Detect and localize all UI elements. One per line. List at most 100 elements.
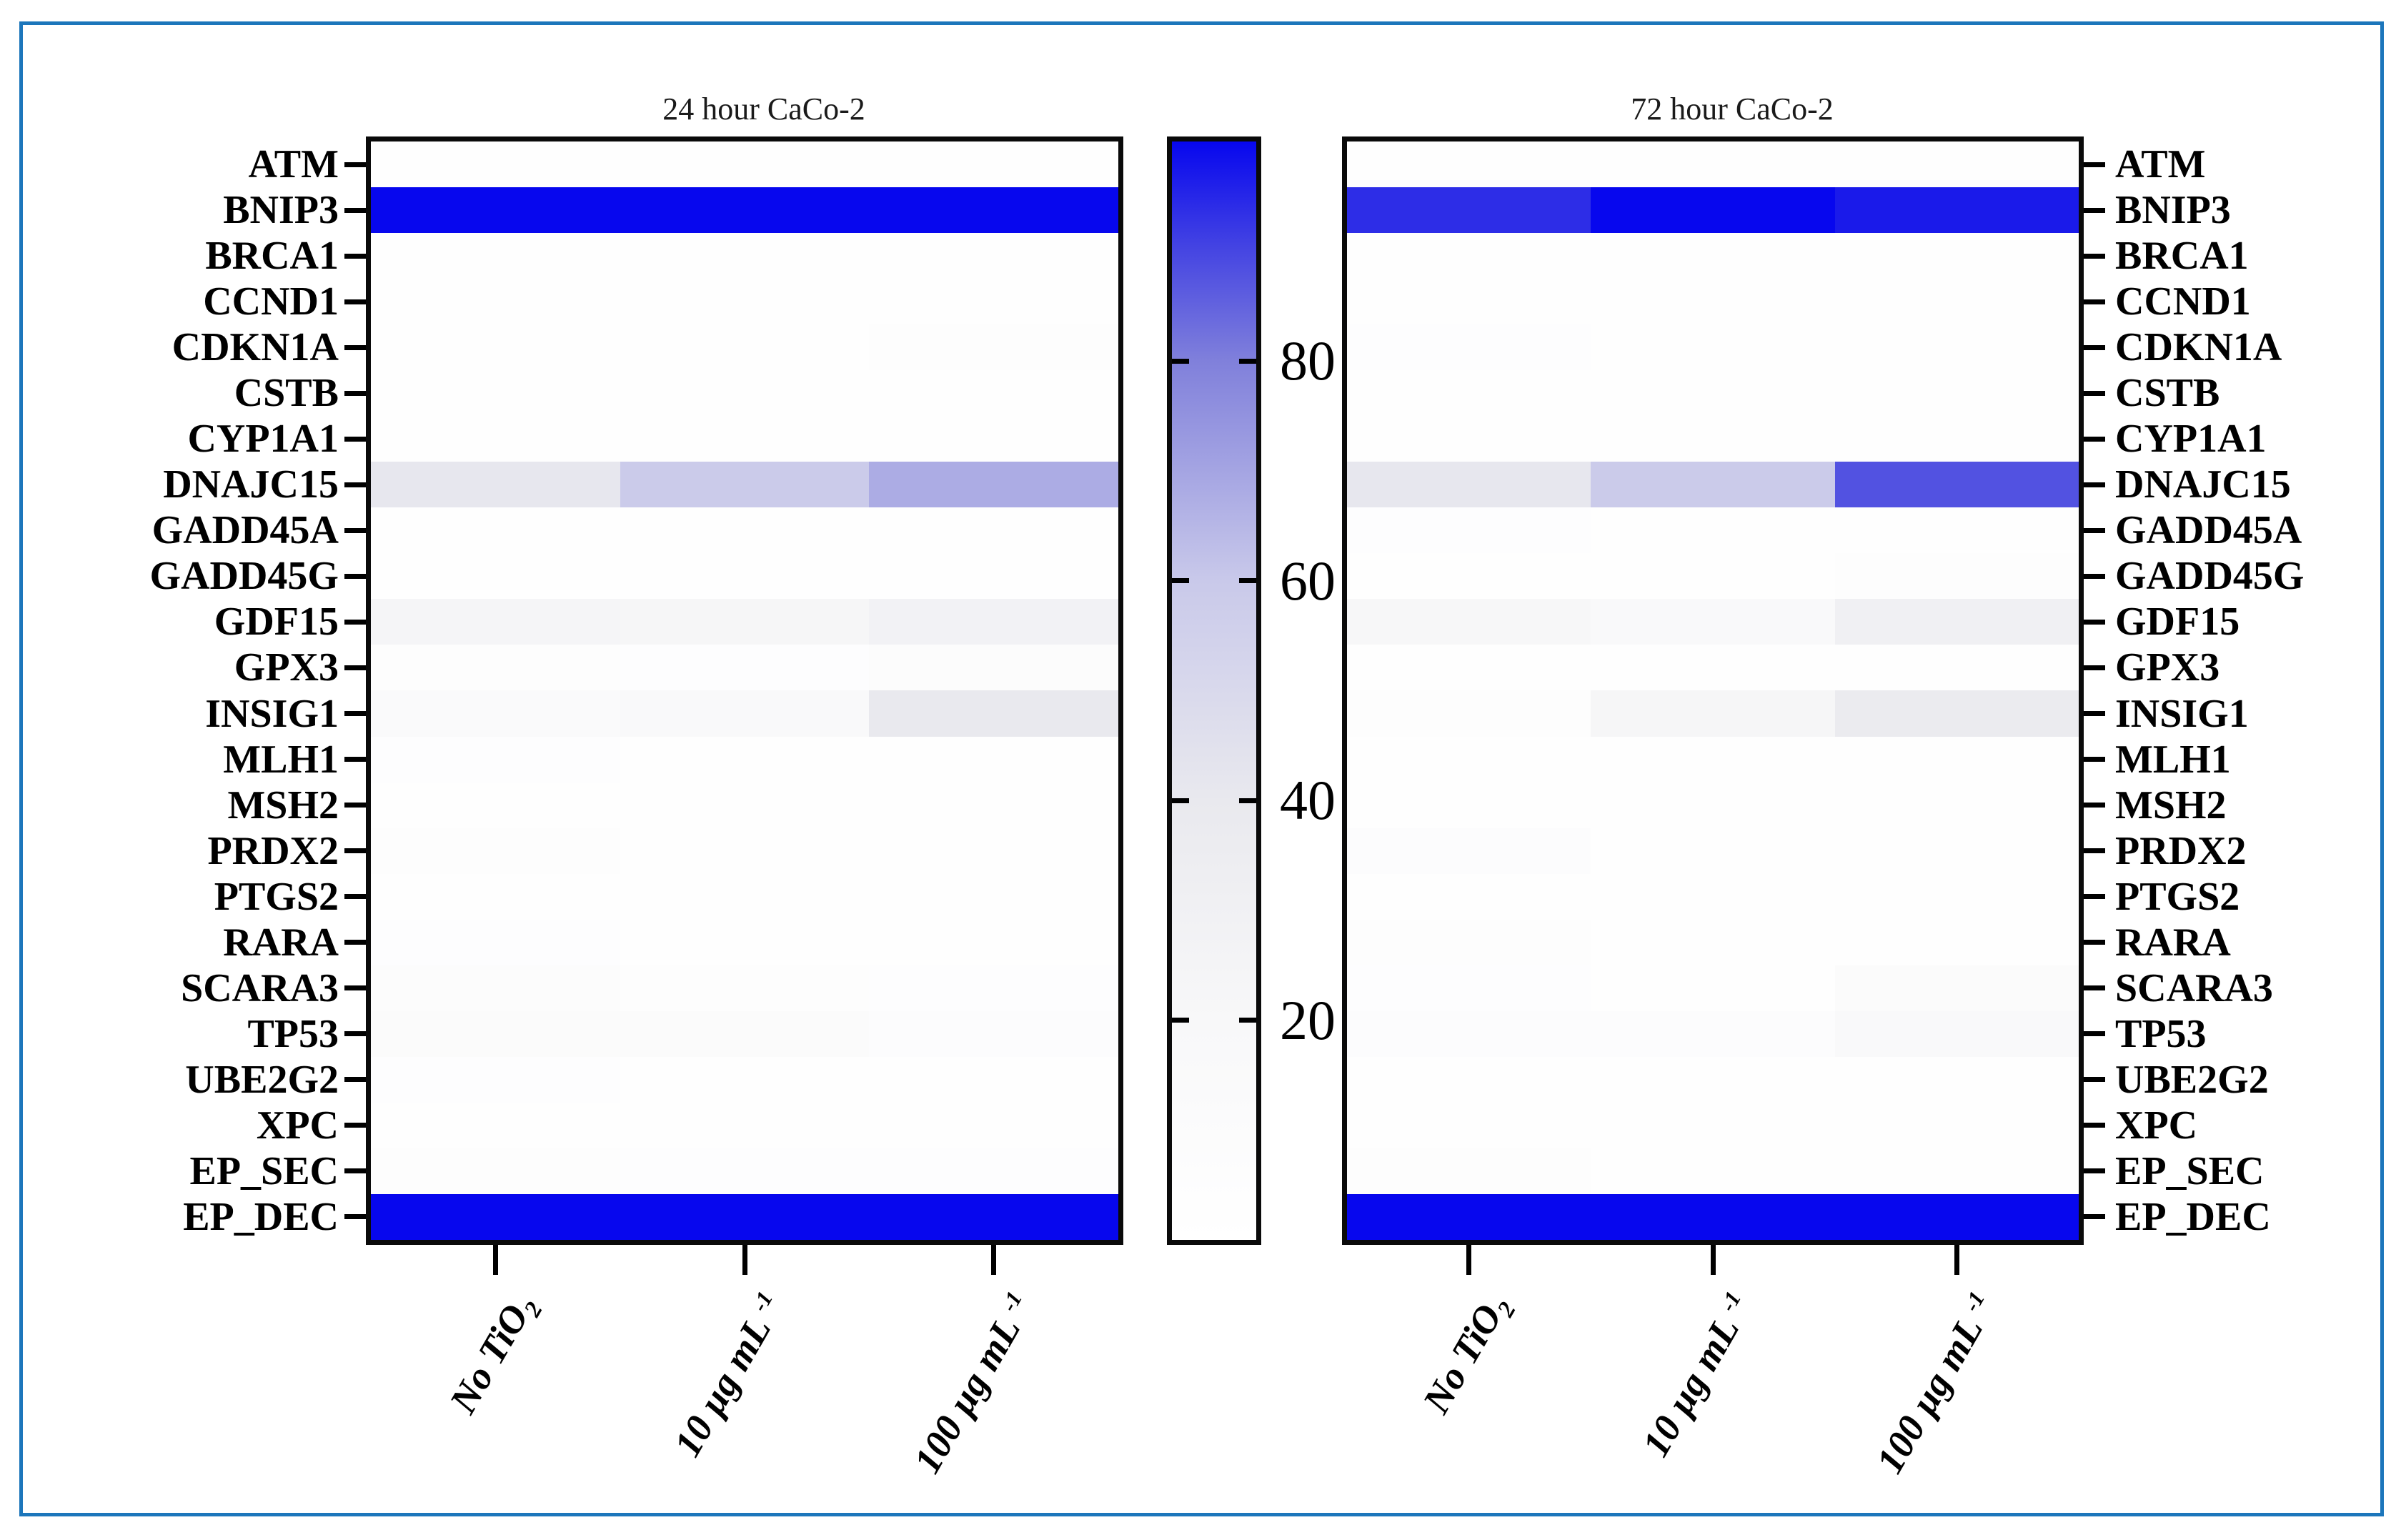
- colorbar-label-20: 20: [1280, 988, 1336, 1051]
- cell-72h-XPC-col2: [1591, 1102, 1835, 1148]
- cell-24h-GADD45G-col2: [620, 553, 870, 600]
- gene-label-72h-MSH2: MSH2: [2115, 783, 2227, 828]
- gene-label-24h-MSH2: MSH2: [227, 783, 339, 828]
- ytick-72h-RARA: [2084, 940, 2105, 945]
- cell-24h-PRDX2-col3: [869, 828, 1118, 874]
- colorbar-label-60: 60: [1280, 549, 1336, 612]
- cell-72h-XPC-col3: [1834, 1102, 2079, 1148]
- gene-label-72h-INSIG1: INSIG1: [2115, 691, 2249, 736]
- left-panel-title: 24 hour CaCo-2: [662, 91, 865, 126]
- cell-24h-PRDX2-col2: [620, 828, 870, 874]
- gene-label-72h-PTGS2: PTGS2: [2115, 874, 2240, 919]
- gene-label-24h-SCARA3: SCARA3: [181, 965, 339, 1010]
- cell-24h-XPC-col1: [371, 1102, 620, 1148]
- cell-72h-MLH1-col2: [1591, 736, 1835, 783]
- cell-24h-ATM-col2: [620, 141, 870, 188]
- gene-label-72h-XPC: XPC: [2115, 1103, 2198, 1148]
- cell-72h-CYP1A1-col3: [1834, 416, 2079, 462]
- cell-24h-SCARA3-col1: [371, 965, 620, 1011]
- cell-24h-GADD45A-col3: [869, 507, 1118, 554]
- ytick-24h-BNIP3: [344, 207, 366, 213]
- cell-24h-CDKN1A-col3: [869, 324, 1118, 371]
- gene-label-24h-XPC: XPC: [256, 1103, 339, 1148]
- cell-24h-GPX3-col3: [869, 645, 1118, 691]
- cell-24h-DNAJC15-col2: [620, 462, 870, 508]
- cell-72h-ATM-col3: [1834, 141, 2079, 188]
- cell-72h-CSTB-col3: [1834, 370, 2079, 417]
- cell-72h-BRCA1-col3: [1834, 233, 2079, 279]
- xaxis-label-24h-col1: No TiO2: [441, 1296, 548, 1421]
- cell-24h-MSH2-col2: [620, 782, 870, 828]
- cell-24h-CSTB-col1: [371, 370, 620, 417]
- cell-72h-UBE2G2-col2: [1591, 1056, 1835, 1103]
- gene-label-72h-MLH1: MLH1: [2115, 737, 2231, 782]
- right-panel-title: 72 hour CaCo-2: [1631, 91, 1834, 126]
- cell-72h-GPX3-col1: [1347, 645, 1591, 691]
- cell-72h-MSH2-col2: [1591, 782, 1835, 828]
- cell-24h-GADD45A-col2: [620, 507, 870, 554]
- ytick-24h-GADD45A: [344, 527, 366, 533]
- cell-72h-UBE2G2-col1: [1347, 1056, 1591, 1103]
- cell-72h-BRCA1-col1: [1347, 233, 1591, 279]
- cell-72h-XPC-col1: [1347, 1102, 1591, 1148]
- heatmap-72h-grid: [1347, 141, 2079, 1240]
- ytick-72h-UBE2G2: [2084, 1077, 2105, 1083]
- cell-72h-INSIG1-col1: [1347, 690, 1591, 737]
- gene-label-72h-RARA: RARA: [2115, 920, 2231, 965]
- cell-24h-CDKN1A-col2: [620, 324, 870, 371]
- ytick-24h-CSTB: [344, 390, 366, 396]
- colorbar-tick-40-right: [1239, 798, 1256, 803]
- cell-72h-GADD45G-col2: [1591, 553, 1835, 600]
- gene-label-72h-EP_DEC: EP_DEC: [2115, 1194, 2271, 1239]
- ytick-24h-RARA: [344, 940, 366, 945]
- cell-24h-MSH2-col1: [371, 782, 620, 828]
- gene-label-72h-EP_SEC: EP_SEC: [2115, 1148, 2265, 1193]
- cell-72h-PRDX2-col3: [1834, 828, 2079, 874]
- ytick-24h-PRDX2: [344, 848, 366, 854]
- cell-72h-TP53-col1: [1347, 1010, 1591, 1057]
- cell-72h-CYP1A1-col2: [1591, 416, 1835, 462]
- ytick-24h-CCND1: [344, 299, 366, 304]
- cell-72h-GDF15-col2: [1591, 599, 1835, 645]
- cell-72h-SCARA3-col1: [1347, 965, 1591, 1011]
- cell-24h-INSIG1-col3: [869, 690, 1118, 737]
- cell-24h-GDF15-col3: [869, 599, 1118, 645]
- cell-72h-INSIG1-col2: [1591, 690, 1835, 737]
- cell-72h-CDKN1A-col2: [1591, 324, 1835, 371]
- cell-72h-RARA-col2: [1591, 919, 1835, 965]
- xtick-72h-col3: [1954, 1245, 1959, 1275]
- cell-24h-GDF15-col2: [620, 599, 870, 645]
- ytick-24h-MSH2: [344, 803, 366, 808]
- gene-label-24h-BNIP3: BNIP3: [223, 188, 339, 233]
- cell-24h-MSH2-col3: [869, 782, 1118, 828]
- ytick-72h-EP_DEC: [2084, 1214, 2105, 1220]
- gene-label-24h-BRCA1: BRCA1: [205, 234, 339, 279]
- cell-72h-GADD45A-col3: [1834, 507, 2079, 554]
- cell-72h-CCND1-col2: [1591, 279, 1835, 325]
- gene-label-24h-CSTB: CSTB: [234, 371, 339, 416]
- colorbar-tick-80-left: [1172, 358, 1189, 364]
- gene-label-24h-PRDX2: PRDX2: [207, 828, 339, 873]
- gene-label-72h-GPX3: GPX3: [2115, 645, 2220, 690]
- heatmap-72h: [1342, 136, 2084, 1245]
- gene-label-72h-SCARA3: SCARA3: [2115, 965, 2273, 1010]
- ytick-24h-GDF15: [344, 619, 366, 625]
- cell-24h-TP53-col3: [869, 1010, 1118, 1057]
- cell-24h-EP_SEC-col1: [371, 1148, 620, 1194]
- gene-label-72h-BRCA1: BRCA1: [2115, 234, 2249, 279]
- gene-label-24h-PTGS2: PTGS2: [214, 874, 339, 919]
- xtick-72h-col1: [1466, 1245, 1472, 1275]
- cell-72h-SCARA3-col2: [1591, 965, 1835, 1011]
- cell-24h-DNAJC15-col1: [371, 462, 620, 508]
- cell-72h-GPX3-col2: [1591, 645, 1835, 691]
- ytick-24h-SCARA3: [344, 985, 366, 991]
- gene-label-72h-ATM: ATM: [2115, 142, 2206, 187]
- cell-72h-GADD45G-col3: [1834, 553, 2079, 600]
- cell-72h-EP_DEC-col3: [1834, 1193, 2079, 1240]
- cell-24h-BRCA1-col1: [371, 233, 620, 279]
- cell-72h-MSH2-col3: [1834, 782, 2079, 828]
- cell-24h-BNIP3-col2: [620, 187, 870, 234]
- cell-24h-CCND1-col1: [371, 279, 620, 325]
- cell-72h-CSTB-col1: [1347, 370, 1591, 417]
- cell-72h-GPX3-col3: [1834, 645, 2079, 691]
